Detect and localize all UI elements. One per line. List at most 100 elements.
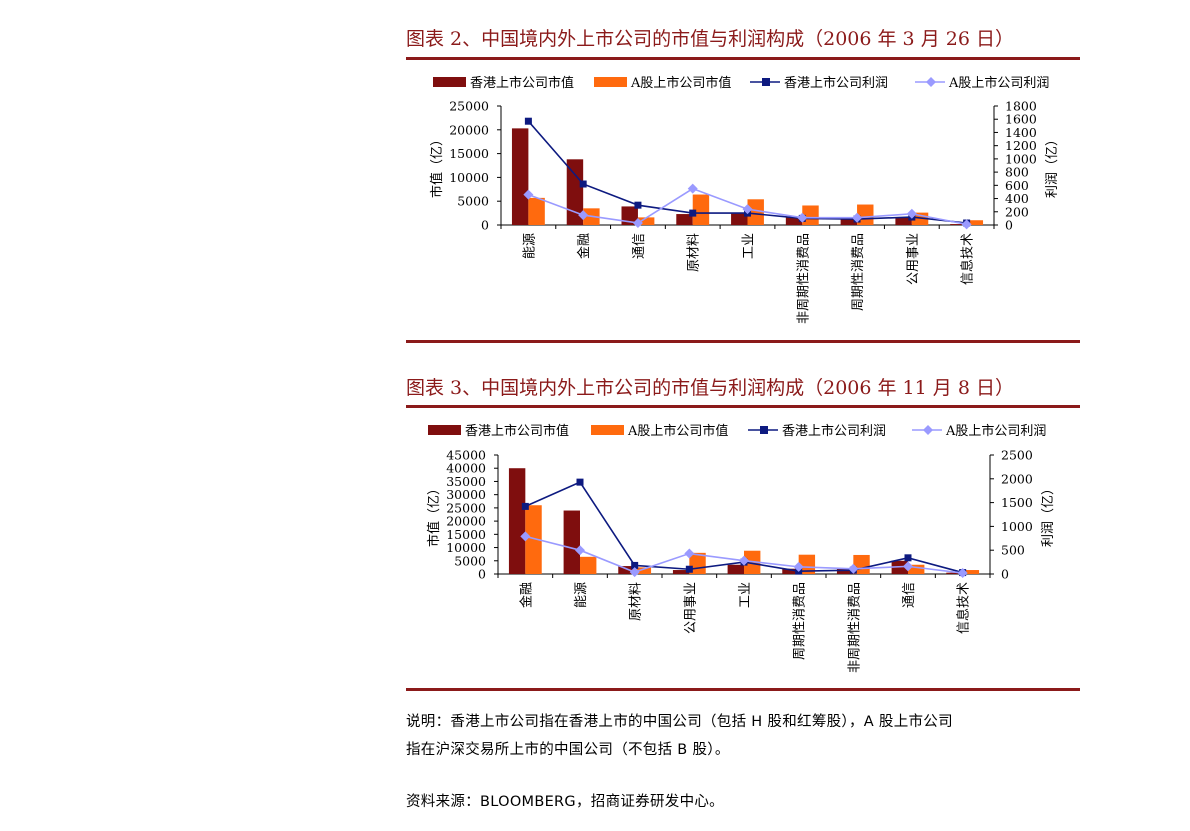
left-tick-label: 15000 xyxy=(449,146,489,161)
category-label: 通信 xyxy=(902,582,917,608)
category-label: 金融 xyxy=(518,582,534,608)
left-tick-label: 0 xyxy=(481,218,489,233)
category-label: 信息技术 xyxy=(956,582,972,634)
right-tick-label: 600 xyxy=(1005,178,1029,193)
point-a-profit xyxy=(575,545,585,556)
bar-a-value xyxy=(525,505,542,574)
left-tick-label: 20000 xyxy=(449,122,489,137)
left-axis-title: 市值（亿） xyxy=(426,482,442,547)
right-tick-label: 1200 xyxy=(1005,138,1037,153)
bar-hk-value xyxy=(950,224,967,225)
point-a-profit xyxy=(523,189,534,200)
bar-a-value xyxy=(966,220,984,225)
point-hk-profit xyxy=(904,554,912,562)
category-label: 非周期性消费品 xyxy=(796,233,811,324)
legend-item: 香港上市公司市值 xyxy=(428,423,569,439)
point-hk-profit xyxy=(631,561,639,569)
category-label: 工业 xyxy=(742,233,757,259)
category-label: 工业 xyxy=(738,582,753,608)
right-axis-title: 利润（亿） xyxy=(1041,482,1056,547)
bar-hk-value xyxy=(895,217,912,225)
bar-hk-value xyxy=(621,206,638,225)
legend-label: A股上市公司市值 xyxy=(630,75,731,91)
bar-hk-value xyxy=(566,159,584,225)
bar-hk-value xyxy=(785,216,803,225)
legend-label: 香港上市公司利润 xyxy=(784,75,888,91)
legend-marker xyxy=(926,77,936,87)
legend-swatch xyxy=(428,425,461,435)
bar-a-value xyxy=(747,199,764,225)
legend-item: 香港上市公司利润 xyxy=(750,75,888,91)
legend-label: 香港上市公司利润 xyxy=(782,423,886,439)
left-tick-label: 15000 xyxy=(446,527,486,542)
bar-a-value xyxy=(802,205,819,225)
point-a-profit xyxy=(797,212,808,223)
category-label: 非周期性消费品 xyxy=(847,582,862,673)
right-tick-label: 1500 xyxy=(1001,495,1033,510)
point-hk-profit xyxy=(579,180,587,188)
left-tick-label: 10000 xyxy=(446,540,486,555)
left-axis-title: 市值（亿） xyxy=(429,133,445,198)
figure-2-bottom-rule xyxy=(406,340,1080,343)
legend-label: A股上市公司利润 xyxy=(948,75,1049,91)
point-a-profit xyxy=(684,548,695,559)
point-a-profit xyxy=(961,219,972,230)
legend-marker xyxy=(762,78,770,86)
right-tick-label: 1400 xyxy=(1005,125,1037,140)
point-a-profit xyxy=(520,531,531,542)
right-tick-label: 400 xyxy=(1005,191,1029,206)
category-label: 能源 xyxy=(522,233,537,259)
legend-item: 香港上市公司利润 xyxy=(748,423,886,439)
legend-label: 香港上市公司市值 xyxy=(470,75,574,91)
legend-item: A股上市公司利润 xyxy=(912,423,1046,439)
left-tick-label: 45000 xyxy=(446,448,486,463)
legend-label: 香港上市公司市值 xyxy=(465,423,569,439)
bar-a-value xyxy=(908,564,925,574)
legend-swatch xyxy=(594,77,627,87)
bar-hk-value xyxy=(836,568,854,574)
category-label: 周期性消费品 xyxy=(851,233,866,311)
bar-hk-value xyxy=(508,468,526,574)
legend-label: A股上市公司市值 xyxy=(627,423,728,439)
category-label: 能源 xyxy=(574,582,589,608)
bar-a-value xyxy=(634,567,652,574)
legend-item: 香港上市公司市值 xyxy=(433,75,574,91)
point-a-profit xyxy=(903,561,913,572)
legend-swatch xyxy=(591,425,624,435)
bar-a-value xyxy=(637,217,655,225)
bar-hk-value xyxy=(672,570,690,574)
bar-hk-value xyxy=(618,566,635,574)
note-line-1: 说明：香港上市公司指在香港上市的中国公司（包括 H 股和红筹股），A 股上市公司 xyxy=(406,714,953,730)
point-hk-profit xyxy=(685,565,693,573)
category-label: 周期性消费品 xyxy=(793,582,808,660)
bar-hk-value xyxy=(782,568,799,574)
legend-swatch xyxy=(433,77,466,87)
legend-label: A股上市公司利润 xyxy=(945,423,1046,439)
point-hk-profit xyxy=(689,209,697,217)
right-tick-label: 1000 xyxy=(1001,519,1033,534)
figure-3-top-rule xyxy=(406,405,1080,408)
category-label: 原材料 xyxy=(687,233,702,272)
bar-hk-value xyxy=(946,572,963,574)
category-label: 金融 xyxy=(576,233,592,259)
bar-hk-value xyxy=(511,128,529,225)
figure-2-top-rule xyxy=(406,57,1080,60)
point-a-profit xyxy=(629,567,640,578)
right-tick-label: 800 xyxy=(1005,165,1029,180)
legend-item: A股上市公司市值 xyxy=(591,423,728,439)
bar-a-value xyxy=(798,554,816,574)
point-a-profit xyxy=(793,561,804,572)
right-axis-title: 利润（亿） xyxy=(1045,133,1060,198)
left-tick-label: 5000 xyxy=(454,553,486,568)
legend-marker xyxy=(923,425,933,435)
right-tick-label: 1000 xyxy=(1005,151,1037,166)
point-a-profit xyxy=(742,204,753,215)
left-tick-label: 30000 xyxy=(446,487,486,502)
bar-a-value xyxy=(580,556,597,574)
legend-marker xyxy=(760,426,768,434)
bar-hk-value xyxy=(563,510,580,574)
bar-hk-value xyxy=(727,564,744,574)
point-hk-profit xyxy=(576,478,584,486)
category-label: 原材料 xyxy=(629,582,644,621)
point-a-profit xyxy=(687,183,698,194)
